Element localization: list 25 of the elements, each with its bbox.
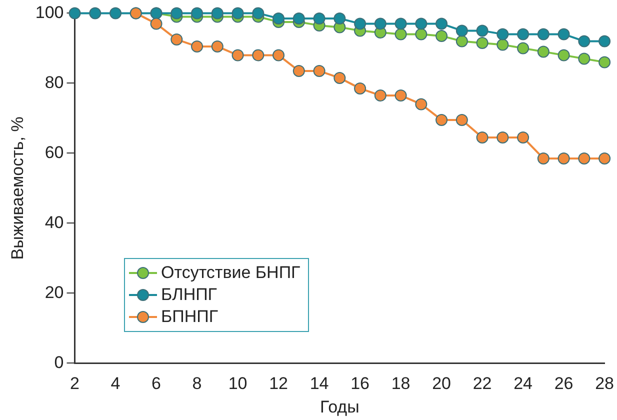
y-tick-label: 40 bbox=[44, 212, 64, 232]
x-tick-label: 10 bbox=[228, 374, 248, 394]
x-tick-label: 22 bbox=[472, 374, 492, 394]
x-axis-title: Годы bbox=[320, 397, 360, 416]
x-tick-label: 20 bbox=[432, 374, 451, 394]
x-tick-label: 2 bbox=[70, 374, 80, 394]
y-axis-title: Выживаемость, % bbox=[8, 116, 27, 260]
x-tick-label: 6 bbox=[152, 374, 162, 394]
y-tick-label: 0 bbox=[54, 352, 64, 372]
y-tick-label: 60 bbox=[44, 142, 64, 162]
y-tick-label: 80 bbox=[44, 72, 64, 92]
legend-label: БЛНПГ bbox=[161, 284, 218, 306]
legend-label: Отсутствие БНПГ bbox=[161, 262, 300, 284]
y-tick-label: 100 bbox=[35, 2, 64, 22]
x-tick-label: 24 bbox=[514, 374, 532, 394]
x-tick-label: 28 bbox=[595, 374, 614, 394]
x-tick-label: 26 bbox=[554, 374, 574, 394]
x-tick-label: 18 bbox=[391, 374, 410, 394]
x-tick-label: 4 bbox=[110, 374, 120, 394]
legend-label: БПНПГ bbox=[161, 306, 218, 328]
y-tick-label: 20 bbox=[44, 282, 64, 302]
x-tick-label: 8 bbox=[192, 374, 202, 394]
x-tick-label: 12 bbox=[269, 374, 288, 394]
x-tick-label: 16 bbox=[350, 374, 370, 394]
x-tick-label: 14 bbox=[310, 374, 329, 394]
